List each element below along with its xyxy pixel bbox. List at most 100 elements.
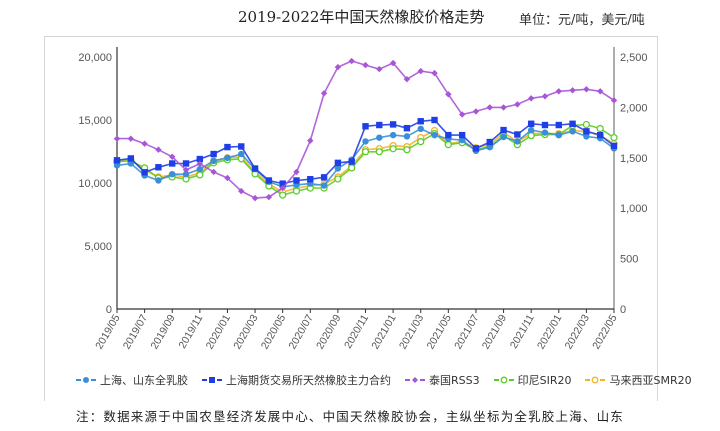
legend-item: 上海、山东全乳胶 (76, 372, 188, 388)
series-line (116, 123, 615, 196)
left-y-tick-label: 0 (106, 304, 112, 316)
data-point-circle (348, 164, 356, 172)
right-y-tick-label: 1,500 (620, 153, 648, 165)
data-point-diamond (500, 104, 507, 111)
data-point-diamond (569, 87, 576, 94)
data-point-diamond (417, 67, 424, 75)
data-point-diamond (610, 97, 618, 104)
data-point-diamond (376, 65, 383, 73)
data-point-diamond (113, 135, 121, 142)
data-point-circle (431, 131, 438, 139)
x-tick-label: 2019/09 (148, 312, 177, 351)
legend: 上海、山东全乳胶 上海期货交易所天然橡胶主力合约 泰国RSS3 印尼SIR20 马来西亚… (76, 372, 706, 388)
series-1 (113, 116, 618, 187)
data-point-square (610, 142, 618, 150)
data-point-circle (403, 133, 411, 140)
data-point-diamond (527, 95, 535, 102)
data-point-square (458, 131, 466, 139)
data-point-circle (279, 191, 287, 199)
data-point-circle (527, 126, 535, 134)
right-y-tick-label: 2,000 (620, 102, 648, 114)
data-point-diamond (238, 187, 245, 195)
data-point-circle (376, 134, 383, 141)
data-point-square (182, 160, 190, 167)
data-point-circle (389, 145, 397, 153)
data-point-square (307, 176, 314, 183)
data-point-circle (403, 146, 411, 154)
data-point-square (514, 131, 521, 138)
data-point-diamond (486, 104, 493, 111)
data-point-circle (541, 129, 549, 136)
data-point-diamond (320, 90, 328, 97)
data-point-square (555, 121, 562, 129)
data-point-square (376, 121, 383, 129)
data-point-square (431, 116, 438, 124)
data-point-circle (500, 133, 507, 141)
data-point-circle (596, 124, 604, 133)
data-point-diamond (431, 69, 438, 77)
data-point-circle (334, 175, 342, 183)
left-y-tick-label: 15,000 (78, 115, 112, 127)
source-note: 注：数据来源于中国农垦经济发展中心、中国天然橡胶协会，主纵坐标为全乳胶上海、山东 (76, 409, 625, 424)
data-point-square (334, 159, 342, 167)
legend-label: 印尼SIR20 (517, 374, 572, 387)
data-point-circle (320, 182, 328, 189)
data-point-circle (417, 125, 424, 133)
data-point-square (210, 150, 217, 158)
data-point-diamond (224, 174, 231, 182)
data-point-circle (583, 133, 590, 140)
data-point-diamond (541, 93, 549, 100)
data-point-diamond (583, 86, 590, 93)
data-point-diamond (155, 146, 162, 153)
data-point-diamond (279, 184, 286, 192)
data-point-square (596, 131, 604, 139)
data-point-square (155, 164, 162, 171)
x-tick-label: 2022/05 (590, 312, 619, 351)
data-point-diamond (458, 111, 466, 118)
chart-frame (44, 36, 658, 401)
data-point-circle (514, 138, 521, 145)
data-point-square (141, 169, 148, 176)
x-tick-label: 2022/01 (535, 312, 564, 351)
data-point-square (293, 177, 300, 184)
right-y-tick-label: 500 (620, 254, 638, 266)
data-point-diamond (307, 137, 314, 144)
data-point-circle (224, 154, 231, 161)
right-y-tick-label: 1,000 (620, 203, 648, 215)
x-tick-label: 2021/01 (369, 312, 398, 351)
data-point-square (279, 180, 286, 187)
data-point-diamond (210, 168, 217, 176)
data-point-circle (169, 170, 176, 178)
x-tick-label: 2020/05 (259, 312, 288, 351)
data-point-square (113, 157, 121, 164)
data-point-square (362, 123, 369, 130)
legend-marker-icon (585, 376, 606, 384)
data-point-circle (292, 187, 301, 195)
data-point-diamond (389, 59, 397, 67)
x-tick-label: 2021/05 (425, 312, 454, 351)
data-point-circle (569, 128, 576, 135)
data-point-circle (196, 165, 204, 173)
right-y-tick-label: 2,500 (620, 52, 648, 64)
left-y-tick-label: 20,000 (78, 52, 112, 64)
x-tick-label: 2019/05 (93, 312, 122, 351)
data-point-diamond (555, 88, 562, 95)
data-point-square (569, 120, 576, 127)
data-point-diamond (169, 153, 176, 160)
data-point-square (348, 158, 355, 165)
data-point-circle (127, 160, 135, 167)
legend-item: 泰国RSS3 (405, 372, 480, 388)
right-y-tick-label: 0 (620, 304, 626, 316)
data-point-square (238, 143, 245, 150)
data-point-square (169, 160, 176, 167)
data-point-diamond (141, 140, 148, 147)
legend-label: 马来西亚SMR20 (609, 374, 692, 387)
data-point-circle (444, 141, 452, 149)
data-point-diamond (362, 61, 369, 69)
data-point-diamond (265, 193, 273, 201)
data-point-square (403, 124, 411, 132)
series-2 (113, 57, 618, 202)
data-point-circle (375, 148, 383, 156)
legend-label: 上海、山东全乳胶 (100, 374, 188, 387)
data-point-circle (417, 138, 425, 146)
